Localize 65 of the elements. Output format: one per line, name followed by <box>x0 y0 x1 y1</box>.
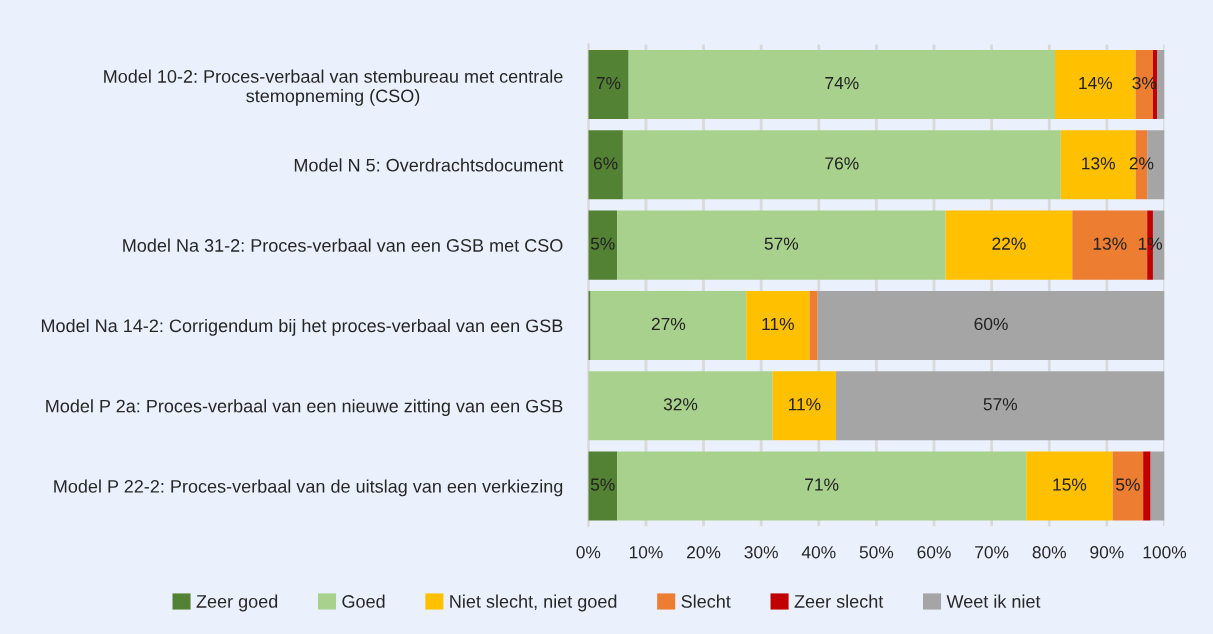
data-label: 13% <box>1082 157 1115 170</box>
data-label: 27% <box>651 317 686 331</box>
data-label: 22% <box>992 237 1026 250</box>
data-label: 5% <box>590 478 615 491</box>
x-tick-label: 50% <box>859 546 894 559</box>
x-tick-label: 10% <box>629 546 663 559</box>
x-tick-label: 100% <box>1143 546 1187 559</box>
y-tick-label: Model 10-2: Proces-verbaal van stembureau met centrale stemopneming (CSO) <box>104 69 563 106</box>
bar <box>622 130 1061 200</box>
legend-label: Zeer slecht <box>794 594 884 608</box>
bar <box>772 371 837 441</box>
data-label: 11% <box>762 317 794 331</box>
bar <box>836 371 1165 441</box>
x-tick-label: 90% <box>1090 546 1124 559</box>
y-tick-label: Model Na 14-2: Corrigendum bij het proces-verbaal van een GSB <box>41 318 563 336</box>
data-label: 74% <box>825 76 859 90</box>
x-tick-label: 0% <box>576 546 601 559</box>
x-tick-label: 20% <box>687 546 721 559</box>
bar <box>1143 451 1151 521</box>
data-label: 5% <box>1116 478 1140 491</box>
y-tick-label: Model P 2a: Proces-verbaal van een nieuwe zitting van een GSB <box>46 399 563 417</box>
bar <box>588 210 618 280</box>
data-label: 1% <box>1138 237 1162 250</box>
bar <box>746 290 810 360</box>
bar <box>1026 451 1113 521</box>
data-label: 76% <box>825 157 859 170</box>
bar <box>1150 451 1165 521</box>
data-label: 6% <box>593 157 618 170</box>
bar <box>588 50 629 120</box>
data-label: 7% <box>596 76 621 90</box>
legend-label: Weet ik niet <box>946 594 1041 608</box>
legend-label: Goed <box>342 594 385 608</box>
legend-label: Zeer goed <box>196 594 278 612</box>
bar <box>588 451 618 521</box>
data-label: 5% <box>590 237 615 250</box>
y-tick-label: Model N 5: Overdrachtsdocument <box>294 158 564 172</box>
bar <box>1112 451 1144 521</box>
bar <box>588 371 773 441</box>
bar <box>588 130 623 200</box>
data-label: 11% <box>788 398 821 411</box>
bar <box>617 210 946 280</box>
y-tick-label: Model P 22-2: Proces-verbaal van de uitslag van een verkiezing <box>54 479 563 497</box>
bar <box>617 451 1027 521</box>
x-tick-label: 70% <box>975 546 1009 559</box>
legend-label: Niet slecht, niet goed <box>450 594 617 612</box>
bar <box>1156 50 1165 120</box>
x-tick-label: 30% <box>744 546 778 559</box>
data-label: 60% <box>974 317 1008 331</box>
bar <box>590 290 747 360</box>
x-tick-label: 60% <box>917 546 951 559</box>
data-label: 32% <box>663 398 698 411</box>
data-label: 13% <box>1093 237 1127 250</box>
data-label: 14% <box>1079 76 1113 90</box>
data-label: 15% <box>1053 478 1087 491</box>
legend-label: Slecht <box>681 594 731 608</box>
y-tick-label: Model Na 31-2: Proces-verbaal van een GSB met CSO <box>123 238 563 252</box>
bar <box>945 210 1073 280</box>
x-tick-label: 80% <box>1032 546 1066 559</box>
bar <box>817 290 1165 360</box>
bar <box>809 290 818 360</box>
x-tick-label: 40% <box>801 546 836 559</box>
data-label: 71% <box>805 478 839 491</box>
bar <box>628 50 1056 120</box>
data-label: 57% <box>983 398 1018 411</box>
data-label: 57% <box>764 237 799 250</box>
